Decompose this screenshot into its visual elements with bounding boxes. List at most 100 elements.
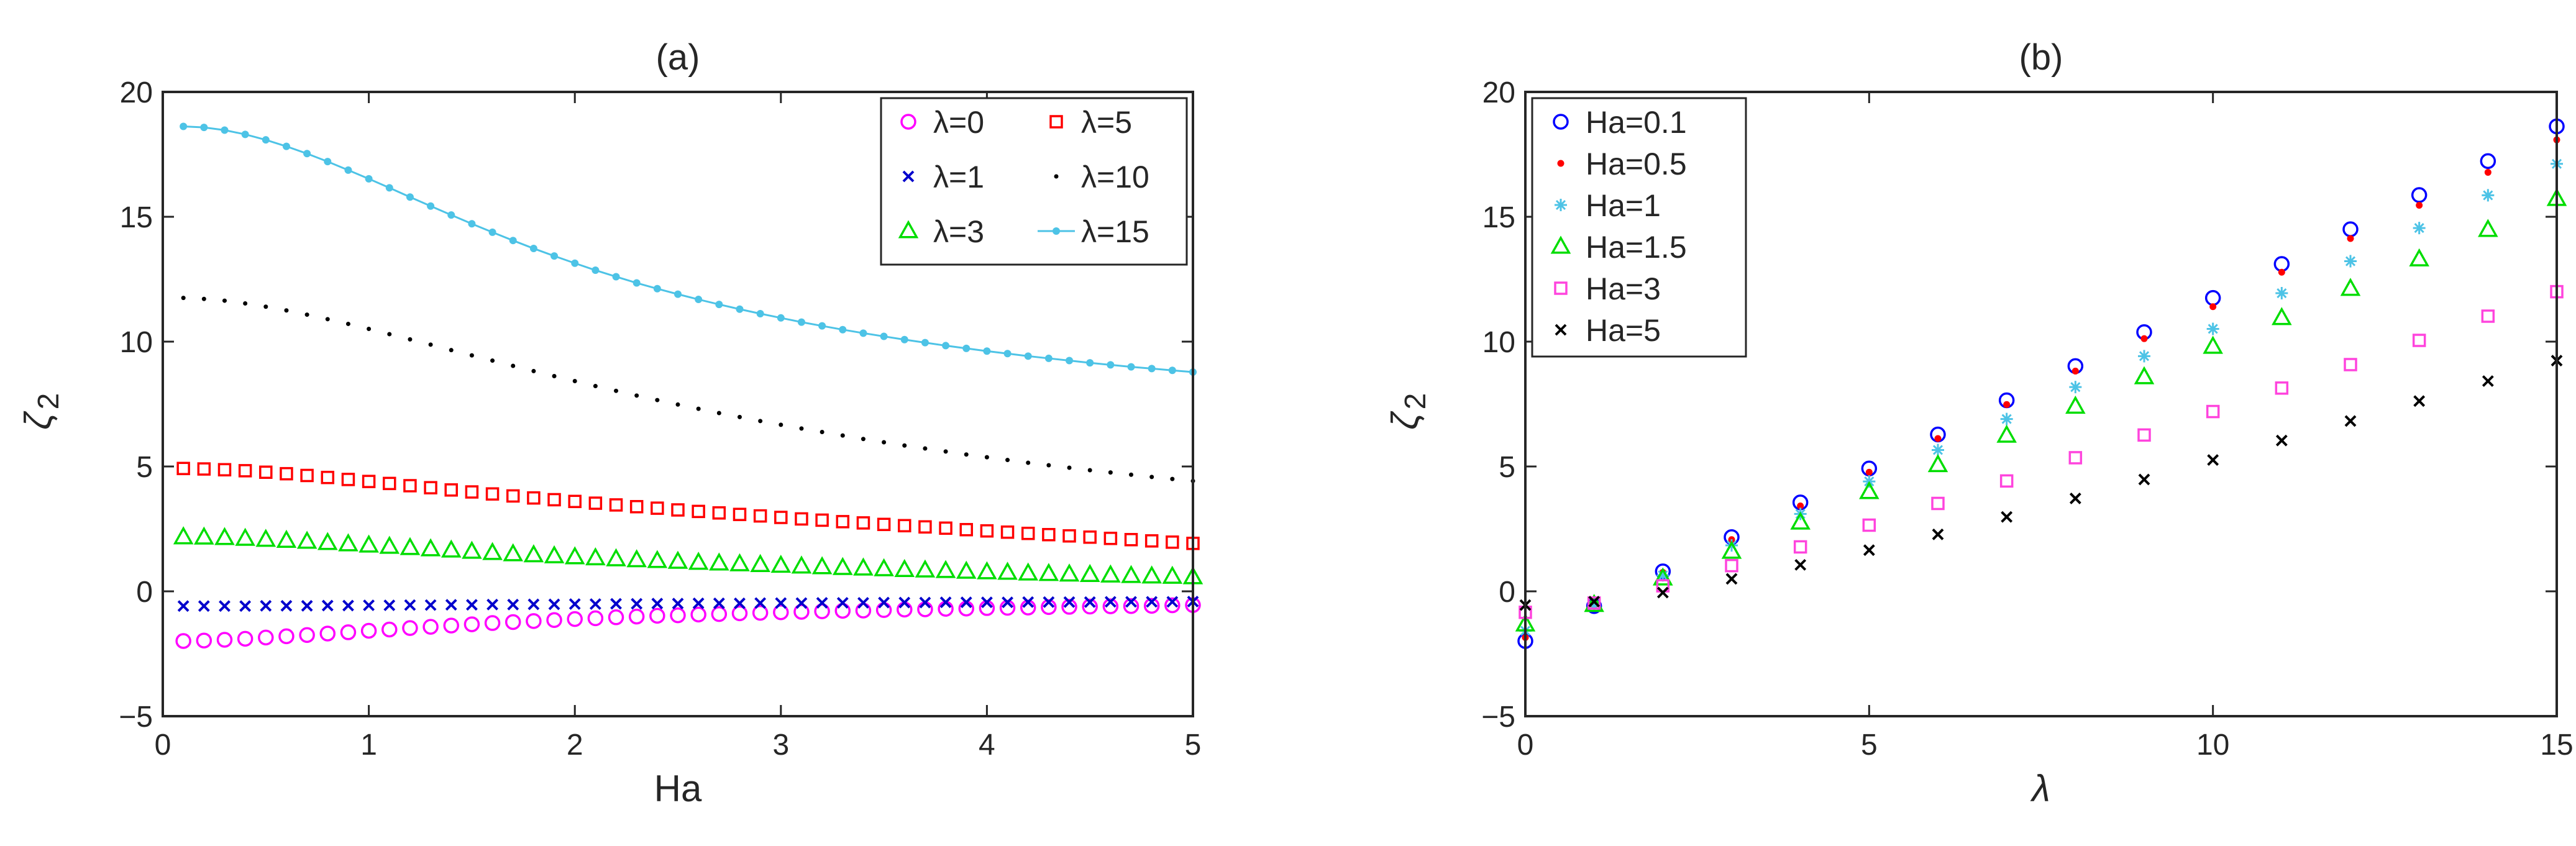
data-point	[964, 452, 969, 457]
data-point	[1062, 529, 1076, 543]
data-point	[486, 598, 498, 611]
x-tick-label: 10	[2196, 729, 2229, 762]
y-axis-label-b: ζ 2	[1384, 393, 1432, 430]
y-axis-label-subscript-a: 2	[32, 393, 65, 410]
data-point	[816, 597, 828, 609]
data-point	[898, 519, 911, 533]
data-point	[296, 530, 317, 549]
data-point	[2413, 395, 2426, 407]
data-point	[877, 517, 891, 532]
data-point	[321, 599, 334, 612]
data-point	[918, 520, 932, 534]
data-point	[1584, 594, 1604, 612]
data-point	[523, 544, 544, 563]
data-point	[651, 501, 664, 515]
data-point	[690, 606, 706, 623]
data-point	[1790, 511, 1811, 530]
data-point	[779, 422, 783, 427]
data-point	[633, 279, 641, 287]
data-point	[1086, 359, 1094, 367]
data-point	[839, 325, 847, 334]
legend-label: λ=10	[1081, 160, 1149, 194]
data-point	[359, 534, 379, 553]
data-point	[1121, 565, 1141, 583]
data-point	[1103, 532, 1118, 545]
data-point	[943, 449, 948, 454]
data-point	[671, 503, 685, 517]
legend-marker	[1053, 227, 1060, 235]
data-point	[731, 605, 748, 622]
data-point	[593, 384, 598, 389]
data-point	[507, 598, 519, 611]
data-point	[614, 388, 619, 393]
legend-marker	[1049, 115, 1063, 129]
legend-label: λ=15	[1081, 214, 1149, 249]
data-point	[649, 607, 665, 624]
data-point	[1793, 540, 1807, 554]
data-point	[200, 124, 208, 132]
legend-marker	[902, 170, 915, 183]
data-point	[631, 598, 643, 610]
data-point	[939, 521, 952, 535]
data-point	[255, 529, 276, 547]
legend-entry: Ha=0.5	[1557, 147, 1687, 181]
data-point	[1653, 567, 1673, 586]
data-point	[406, 193, 414, 201]
legend-marker	[1553, 114, 1569, 130]
data-point	[462, 540, 482, 559]
legend-label: Ha=5	[1586, 313, 1661, 348]
data-point	[404, 599, 416, 611]
data-point	[756, 309, 764, 317]
legend-box-a	[880, 97, 1188, 266]
data-point	[1123, 598, 1140, 614]
data-point	[387, 332, 392, 337]
data-point	[670, 607, 686, 624]
data-point	[799, 426, 804, 431]
legend-label: λ=3	[933, 214, 984, 249]
data-point	[262, 136, 270, 144]
legend-entry: λ=0	[900, 105, 984, 140]
data-point	[1162, 565, 1183, 584]
data-point	[363, 599, 375, 611]
data-point	[692, 504, 705, 519]
data-point	[882, 440, 887, 445]
data-point	[441, 539, 462, 558]
data-point	[942, 342, 950, 350]
data-point	[303, 150, 311, 158]
data-point	[832, 557, 853, 575]
data-point	[403, 479, 417, 493]
data-point	[299, 627, 315, 644]
data-point	[321, 470, 335, 484]
data-point	[526, 613, 542, 629]
legend-marker	[1554, 281, 1568, 295]
data-point	[527, 491, 541, 505]
data-point	[629, 499, 644, 514]
data-point	[1865, 468, 1873, 476]
data-point	[1144, 534, 1159, 548]
data-point	[1166, 535, 1179, 549]
data-point	[1725, 539, 1738, 552]
data-point	[488, 228, 496, 236]
data-point	[1129, 472, 1134, 477]
data-point	[2137, 428, 2151, 442]
legend-entry: λ=5	[1049, 105, 1132, 140]
data-point	[567, 611, 583, 627]
data-point	[1046, 463, 1051, 468]
data-point	[688, 552, 709, 570]
data-point	[402, 620, 418, 636]
legend-marker	[1054, 174, 1059, 179]
legend-entry: Ha=3	[1554, 271, 1661, 306]
data-point	[1083, 530, 1097, 544]
data-point	[511, 363, 516, 368]
x-tick-label: 2	[567, 729, 583, 762]
data-point	[216, 632, 233, 648]
data-point	[939, 596, 952, 609]
data-point	[1104, 596, 1117, 608]
data-point	[818, 322, 826, 330]
data-point	[1931, 496, 1945, 511]
data-point	[424, 599, 437, 611]
data-point	[1794, 558, 1807, 571]
data-point	[449, 348, 454, 353]
